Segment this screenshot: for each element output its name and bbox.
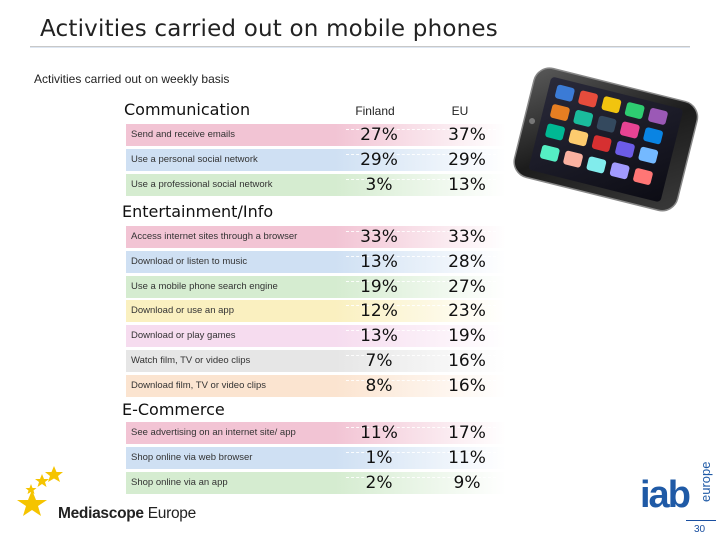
value-finland: 7% — [365, 351, 393, 371]
section-heading-ecommerce: E-Commerce — [122, 400, 225, 419]
table-row: Use a mobile phone search engine — [126, 275, 506, 298]
iab-europe-label: europe — [698, 461, 713, 502]
column-header-finland: Finland — [355, 104, 395, 118]
value-eu: 33% — [448, 227, 486, 247]
row-dash-decoration — [346, 330, 496, 332]
table-row: Use a personal social network — [126, 149, 506, 171]
table-row: See advertising on an internet site/ app — [126, 422, 506, 444]
table-row: Download or use an app — [126, 300, 506, 323]
row-label: Use a personal social network — [131, 154, 258, 165]
page-subtitle: Activities carried out on weekly basis — [34, 72, 230, 86]
table-row: Shop online via an app — [126, 472, 506, 494]
value-eu: 16% — [448, 375, 486, 396]
value-eu: 23% — [448, 301, 486, 322]
mediascope-wordmark: Mediascope Europe — [58, 505, 196, 523]
row-label: Download or play games — [131, 330, 236, 342]
value-finland: 29% — [360, 150, 398, 170]
table-row: Watch film, TV or video clips — [126, 350, 506, 372]
value-eu: 16% — [448, 351, 486, 371]
title-divider — [30, 46, 690, 47]
mediascope-brand: Mediascope — [58, 505, 144, 522]
row-label: Download or listen to music — [131, 255, 248, 267]
row-dash-decoration — [346, 452, 496, 453]
smartphone-illustration — [513, 67, 699, 212]
section-heading-communication: Communication — [124, 100, 251, 119]
table-row: Download or listen to music — [126, 250, 506, 273]
row-dash-decoration — [346, 255, 496, 257]
row-label: Download film, TV or video clips — [131, 379, 266, 391]
row-dash-decoration — [346, 154, 496, 155]
row-label: Watch film, TV or video clips — [131, 355, 251, 366]
value-eu: 29% — [448, 150, 486, 170]
row-label: See advertising on an internet site/ app — [131, 427, 296, 438]
value-finland: 2% — [365, 473, 393, 493]
value-finland: 1% — [365, 448, 393, 468]
value-finland: 13% — [360, 326, 398, 347]
value-eu: 37% — [448, 125, 486, 145]
value-finland: 13% — [360, 251, 398, 272]
table-row: Send and receive emails — [126, 124, 506, 146]
value-finland: 27% — [360, 125, 398, 145]
table-row: Shop online via web browser — [126, 447, 506, 469]
row-label: Use a professional social network — [131, 179, 273, 190]
value-eu: 11% — [448, 448, 486, 468]
iab-mark: iab — [640, 474, 691, 516]
row-dash-decoration — [346, 305, 496, 307]
row-label: Access internet sites through a browser — [131, 231, 298, 242]
value-finland: 8% — [365, 375, 393, 396]
value-finland: 33% — [360, 227, 398, 247]
column-header-eu: EU — [451, 104, 469, 118]
value-finland: 11% — [360, 423, 398, 443]
mediascope-suffix: Europe — [147, 505, 196, 522]
row-dash-decoration — [346, 355, 496, 356]
value-eu: 27% — [448, 276, 486, 297]
value-eu: 9% — [453, 473, 481, 493]
row-label: Send and receive emails — [131, 129, 236, 140]
value-finland: 3% — [365, 175, 393, 195]
row-dash-decoration — [346, 231, 496, 232]
row-dash-decoration — [346, 179, 496, 180]
mediascope-logo — [17, 466, 63, 516]
page-number-rule — [686, 520, 716, 521]
title-divider-accent — [30, 47, 690, 48]
row-label: Download or use an app — [131, 305, 234, 317]
row-label: Shop online via web browser — [131, 452, 253, 463]
row-dash-decoration — [346, 379, 496, 381]
row-dash-decoration — [346, 280, 496, 282]
table-row: Use a professional social network — [126, 174, 506, 196]
table-row: Download or play games — [126, 325, 506, 348]
value-eu: 17% — [448, 423, 486, 443]
page-number: 30 — [694, 524, 706, 535]
value-eu: 13% — [448, 175, 486, 195]
iab-europe-logo: iab europe — [640, 456, 716, 526]
value-finland: 12% — [360, 301, 398, 322]
section-heading-entertainment: Entertainment/Info — [122, 202, 274, 221]
value-finland: 19% — [360, 276, 398, 297]
row-label: Use a mobile phone search engine — [131, 280, 278, 292]
table-row: Download film, TV or video clips — [126, 374, 506, 397]
page-title: Activities carried out on mobile phones — [40, 16, 498, 42]
row-dash-decoration — [346, 477, 496, 478]
row-dash-decoration — [346, 129, 496, 130]
table-row: Access internet sites through a browser — [126, 226, 506, 248]
value-eu: 28% — [448, 251, 486, 272]
row-label: Shop online via an app — [131, 477, 228, 488]
row-dash-decoration — [346, 427, 496, 428]
value-eu: 19% — [448, 326, 486, 347]
